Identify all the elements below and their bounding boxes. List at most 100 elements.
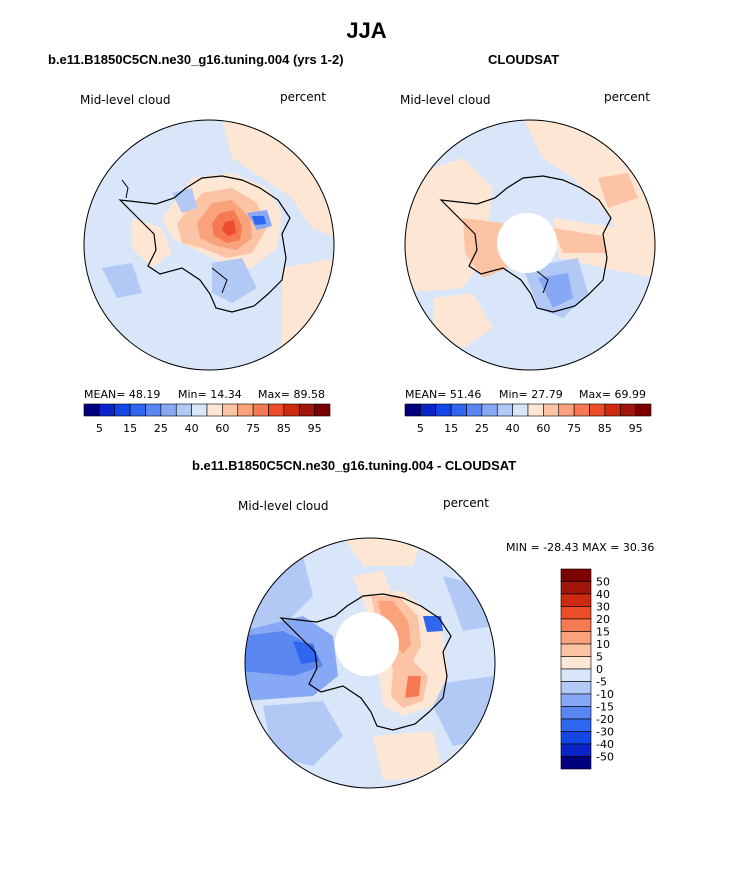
colorbar-swatch xyxy=(560,631,592,645)
colorbar-swatch xyxy=(558,403,575,417)
model-field-label: Mid-level cloud xyxy=(80,93,171,107)
colorbar-tick-label: 30 xyxy=(596,601,610,614)
colorbar-tick-label: 40 xyxy=(506,422,520,435)
colorbar-swatch xyxy=(560,618,592,632)
colorbar-tick-label: -30 xyxy=(596,726,614,739)
model-min-stat: Min= 14.34 xyxy=(178,388,242,401)
colorbar-swatch xyxy=(175,403,192,417)
model-max-stat: Max= 89.58 xyxy=(258,388,325,401)
model-colorbar: 5 15 25 40 60 75 85 95 xyxy=(83,403,331,435)
colorbar-tick-label: 75 xyxy=(246,422,260,435)
colorbar-swatch xyxy=(560,668,592,682)
colorbar-tick-label: -20 xyxy=(596,713,614,726)
obs-polar-map xyxy=(404,119,656,371)
colorbar-swatch xyxy=(560,743,592,757)
colorbar-tick-label: 5 xyxy=(96,422,103,435)
colorbar-tick-label: 60 xyxy=(215,422,229,435)
colorbar-swatch xyxy=(560,568,592,582)
colorbar-swatch xyxy=(560,706,592,720)
obs-field-label: Mid-level cloud xyxy=(400,93,491,107)
colorbar-tick-label: 15 xyxy=(123,422,137,435)
colorbar-swatch xyxy=(114,403,131,417)
colorbar-swatch xyxy=(560,756,592,770)
colorbar-tick-label: 25 xyxy=(154,422,168,435)
colorbar-swatch xyxy=(222,403,239,417)
colorbar-swatch xyxy=(83,403,100,417)
colorbar-swatch xyxy=(206,403,223,417)
diff-units-label: percent xyxy=(443,496,489,510)
colorbar-swatch xyxy=(560,718,592,732)
colorbar-tick-label: 85 xyxy=(598,422,612,435)
colorbar-swatch xyxy=(560,693,592,707)
colorbar-tick-label: -40 xyxy=(596,738,614,751)
colorbar-swatch xyxy=(635,403,652,417)
colorbar-tick-label: 50 xyxy=(596,576,610,589)
colorbar-tick-label: 10 xyxy=(596,638,610,651)
colorbar-tick-label: 60 xyxy=(536,422,550,435)
colorbar-swatch xyxy=(191,403,208,417)
colorbar-tick-label: -10 xyxy=(596,688,614,701)
obs-max-stat: Max= 69.99 xyxy=(579,388,646,401)
colorbar-tick-label: 95 xyxy=(308,422,322,435)
colorbar-swatch xyxy=(496,403,513,417)
colorbar-swatch xyxy=(160,403,177,417)
colorbar-tick-label: 25 xyxy=(475,422,489,435)
colorbar-swatch xyxy=(314,403,331,417)
diff-minmax-stat: MIN = -28.43 MAX = 30.36 xyxy=(506,541,655,554)
colorbar-tick-label: 85 xyxy=(277,422,291,435)
colorbar-tick-label: 5 xyxy=(596,651,603,664)
model-mean-stat: MEAN= 48.19 xyxy=(84,388,161,401)
colorbar-tick-label: 95 xyxy=(629,422,643,435)
colorbar-swatch xyxy=(512,403,529,417)
colorbar-tick-label: -50 xyxy=(596,751,614,764)
colorbar-tick-label: 40 xyxy=(185,422,199,435)
colorbar-swatch xyxy=(560,643,592,657)
model-polar-map xyxy=(83,119,335,371)
colorbar-swatch xyxy=(619,403,636,417)
colorbar-tick-label: 5 xyxy=(417,422,424,435)
colorbar-tick-label: 15 xyxy=(596,626,610,639)
obs-mean-stat: MEAN= 51.46 xyxy=(405,388,482,401)
colorbar-swatch xyxy=(420,403,437,417)
model-units-label: percent xyxy=(280,90,326,104)
colorbar-tick-label: -15 xyxy=(596,701,614,714)
model-panel-title: b.e11.B1850C5CN.ne30_g16.tuning.004 (yrs… xyxy=(48,52,344,67)
colorbar-swatch xyxy=(237,403,254,417)
colorbar-swatch xyxy=(466,403,483,417)
colorbar-tick-label: 15 xyxy=(444,422,458,435)
obs-colorbar: 5 15 25 40 60 75 85 95 xyxy=(404,403,652,435)
colorbar-swatch xyxy=(99,403,116,417)
colorbar-swatch xyxy=(252,403,269,417)
obs-units-label: percent xyxy=(604,90,650,104)
colorbar-swatch xyxy=(527,403,544,417)
colorbar-swatch xyxy=(404,403,421,417)
colorbar-swatch xyxy=(298,403,315,417)
colorbar-swatch xyxy=(481,403,498,417)
diff-polar-map xyxy=(244,537,496,789)
colorbar-swatch xyxy=(129,403,146,417)
colorbar-swatch xyxy=(560,656,592,670)
colorbar-tick-label: 20 xyxy=(596,613,610,626)
colorbar-tick-label: -5 xyxy=(596,676,607,689)
colorbar-swatch xyxy=(560,581,592,595)
colorbar-swatch xyxy=(589,403,606,417)
obs-min-stat: Min= 27.79 xyxy=(499,388,563,401)
colorbar-tick-label: 75 xyxy=(567,422,581,435)
colorbar-swatch xyxy=(283,403,300,417)
colorbar-swatch xyxy=(268,403,285,417)
diff-field-label: Mid-level cloud xyxy=(238,499,329,513)
colorbar-swatch xyxy=(560,593,592,607)
colorbar-tick-label: 40 xyxy=(596,588,610,601)
figure-title: JJA xyxy=(346,18,387,43)
colorbar-swatch xyxy=(560,731,592,745)
colorbar-swatch xyxy=(450,403,467,417)
colorbar-swatch xyxy=(145,403,162,417)
colorbar-swatch xyxy=(435,403,452,417)
colorbar-swatch xyxy=(573,403,590,417)
colorbar-swatch xyxy=(560,681,592,695)
colorbar-swatch xyxy=(604,403,621,417)
colorbar-swatch xyxy=(560,606,592,620)
diff-panel-title: b.e11.B1850C5CN.ne30_g16.tuning.004 - CL… xyxy=(192,458,517,473)
obs-panel-title: CLOUDSAT xyxy=(488,52,560,67)
